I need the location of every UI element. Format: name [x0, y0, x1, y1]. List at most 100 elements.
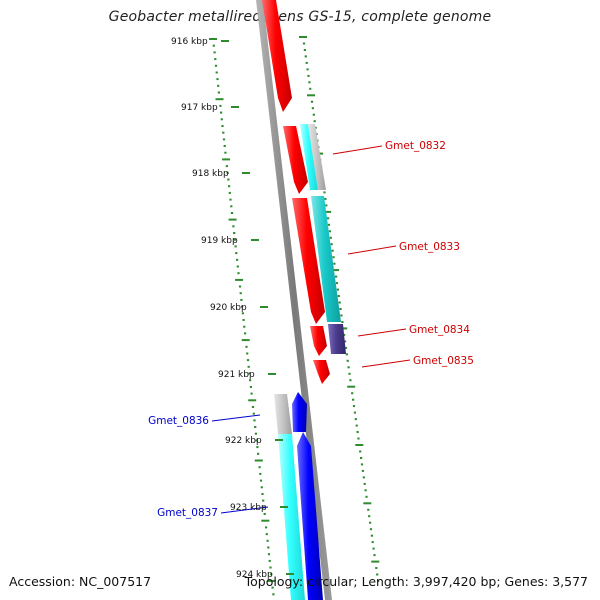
gene-feature-gmet-0832-fwd[interactable]	[283, 126, 308, 194]
ruler-minor-tick	[212, 44, 215, 47]
ruler-minor-tick	[311, 107, 314, 110]
gene-feature-gmet-0834-fwd[interactable]	[310, 326, 327, 356]
ruler-minor-tick	[258, 466, 261, 469]
ruler-minor-tick	[213, 51, 216, 54]
ruler-label: 918 kbp	[192, 169, 229, 179]
ruler-label-tick	[275, 439, 283, 441]
gene-feature-gmet-0837-cyan[interactable]	[278, 434, 305, 600]
ruler-minor-tick	[360, 463, 364, 466]
ruler-minor-tick	[259, 472, 262, 475]
gene-feature-gmet-0836[interactable]	[292, 392, 307, 432]
ruler-minor-tick	[369, 521, 372, 524]
ruler-minor-tick	[272, 593, 275, 596]
ruler-minor-tick	[221, 125, 224, 127]
ruler-minor-tick	[327, 223, 331, 226]
ruler-minor-tick	[235, 252, 238, 255]
ruler-label-tick	[231, 106, 239, 108]
ruler-minor-tick	[312, 113, 315, 116]
ruler-major-tick	[307, 94, 315, 97]
gene-feature-gmet-0833-fwd[interactable]	[292, 198, 325, 324]
ruler-minor-tick	[368, 515, 371, 518]
ruler-minor-tick	[351, 392, 354, 395]
ruler-minor-tick	[246, 352, 249, 355]
gene-feature-gmet-0832[interactable]	[300, 124, 318, 190]
ruler-minor-tick	[369, 528, 373, 531]
ruler-minor-tick	[327, 217, 330, 220]
gene-feature-gmet-0836-gray[interactable]	[274, 394, 292, 434]
ruler-minor-tick	[232, 225, 235, 228]
gene-label-gmet-0835[interactable]: Gmet_0835	[413, 355, 474, 367]
ruler-minor-tick	[220, 111, 223, 114]
ruler-label: 921 kbp	[218, 370, 255, 380]
ruler-minor-tick	[247, 365, 250, 368]
ruler-label: 923 kbp	[230, 503, 267, 513]
ruler-minor-tick	[225, 165, 228, 168]
ruler-minor-tick	[222, 138, 226, 141]
ruler-major-tick	[228, 218, 237, 221]
gene-label-gmet-0836[interactable]: Gmet_0836	[148, 415, 209, 427]
ruler-minor-tick	[262, 499, 265, 502]
ruler-label-tick	[251, 239, 259, 241]
ruler-minor-tick	[313, 120, 316, 123]
ruler-minor-tick	[255, 439, 258, 442]
genome-backbone	[256, 0, 332, 600]
ruler-minor-tick	[261, 493, 264, 495]
ruler-minor-tick	[303, 49, 306, 51]
ruler-minor-tick	[333, 262, 336, 265]
ruler-minor-tick	[356, 431, 359, 433]
ruler-minor-tick	[375, 567, 378, 569]
ruler-minor-tick	[246, 359, 250, 362]
ruler-minor-tick	[245, 345, 248, 348]
ruler-minor-tick	[236, 265, 239, 268]
ruler-minor-tick	[352, 405, 356, 408]
gene-label-gmet-0834[interactable]: Gmet_0834	[409, 324, 470, 336]
ruler-minor-tick	[304, 55, 307, 58]
gene-label-gmet-0832[interactable]: Gmet_0832	[385, 140, 446, 152]
gene-label-gmet-0837[interactable]: Gmet_0837	[157, 507, 218, 519]
gene-feature-gmet-0834[interactable]	[328, 324, 346, 354]
ruler-minor-tick	[352, 398, 355, 401]
ruler-minor-tick	[214, 58, 217, 61]
ruler-major-tick	[363, 502, 372, 505]
ruler-minor-tick	[243, 325, 246, 328]
ruler-minor-tick	[325, 204, 328, 207]
ruler-minor-tick	[226, 171, 229, 174]
ruler-minor-tick	[335, 275, 338, 278]
ruler-label-tick	[268, 373, 276, 375]
gene-feature-gmet-0832-gray[interactable]	[308, 124, 326, 190]
ruler-major-tick	[215, 98, 224, 101]
ruler-minor-tick	[363, 482, 366, 485]
ruler-label: 917 kbp	[181, 103, 218, 113]
ruler-label: 916 kbp	[171, 37, 208, 47]
gene-feature-gmet-0837[interactable]	[297, 432, 323, 600]
gene-label-gmet-0833[interactable]: Gmet_0833	[399, 241, 460, 253]
ruler-minor-tick	[266, 539, 269, 542]
ruler-minor-tick	[217, 84, 220, 87]
ruler-minor-tick	[267, 553, 271, 556]
ruler-major-tick	[209, 38, 217, 40]
ruler-minor-tick	[360, 457, 363, 459]
ruler-minor-tick	[237, 272, 240, 275]
ruler-minor-tick	[270, 573, 273, 576]
ruler-major-tick	[254, 459, 263, 462]
gene-feature-gmet-0833[interactable]	[311, 196, 341, 322]
ruler-minor-tick	[347, 366, 350, 369]
ruler-minor-tick	[236, 258, 239, 261]
ruler-minor-tick	[349, 379, 352, 382]
ruler-minor-tick	[224, 151, 227, 154]
ruler-minor-tick	[357, 437, 360, 440]
ruler-minor-tick	[265, 526, 268, 529]
ruler-minor-tick	[323, 191, 326, 194]
ruler-minor-tick	[263, 513, 266, 515]
ruler-label: 919 kbp	[201, 236, 238, 246]
ruler-minor-tick	[310, 100, 314, 103]
gene-feature-gmet-0835[interactable]	[313, 360, 330, 384]
ruler-minor-tick	[348, 372, 351, 375]
ruler-minor-tick	[337, 295, 340, 297]
ruler-minor-tick	[377, 580, 380, 582]
ruler-minor-tick	[249, 379, 252, 382]
ruler-label-tick	[242, 172, 250, 174]
ruler-minor-tick	[227, 178, 230, 181]
gene-feature-gmet-0831[interactable]	[262, 0, 292, 112]
